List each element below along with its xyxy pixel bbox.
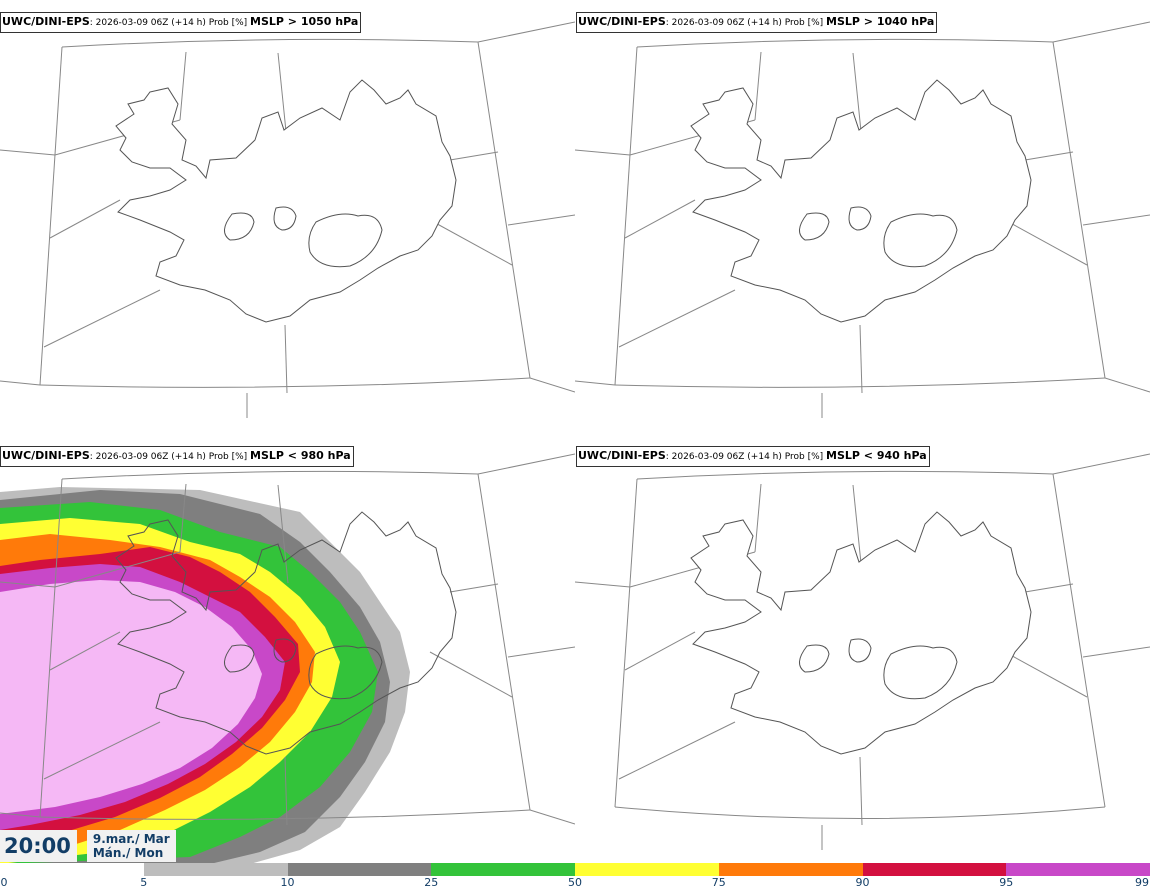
map-canvas [0,21,575,418]
panel-run-info: : 2026-03-09 06Z (+14 h) Prob [%] [665,452,827,462]
panel-title: UWC/DINI-EPS: 2026-03-09 06Z (+14 h) Pro… [576,446,930,467]
legend-color-bin [287,863,432,876]
legend-tick-label: 99 [1135,876,1149,889]
legend-tick-label: 75 [711,876,726,889]
map-panel-mslp-gt-1050: UWC/DINI-EPS: 2026-03-09 06Z (+14 h) Pro… [0,0,575,432]
panel-variable: MSLP > 1050 hPa [250,15,359,28]
panel-run-info: : 2026-03-09 06Z (+14 h) Prob [%] [89,452,251,462]
iceland-coastline [115,511,457,755]
grid-lines [0,453,575,826]
map-canvas [575,21,1150,418]
panel-variable: MSLP < 980 hPa [250,449,351,462]
valid-date-line2: Mán./ Mon [92,846,164,860]
panel-variable: MSLP < 940 hPa [826,449,927,462]
legend-tick-label: 0 [0,876,8,889]
panel-model: UWC/DINI-EPS [2,15,90,28]
map-canvas [0,453,575,864]
probability-field [0,487,410,864]
map-canvas [575,453,1150,850]
grid-lines [0,21,575,418]
iceland-coastline [115,79,457,323]
valid-date: 9.mar./ Mar Mán./ Mon [86,830,176,862]
legend-tick-label: 90 [855,876,870,889]
legend-color-bin [862,863,1007,876]
map-panel-mslp-gt-1040: UWC/DINI-EPS: 2026-03-09 06Z (+14 h) Pro… [575,0,1150,432]
legend-tick-label: 10 [280,876,295,889]
map-panel-mslp-lt-940: UWC/DINI-EPS: 2026-03-09 06Z (+14 h) Pro… [575,432,1150,864]
legend-color-bin [1006,863,1150,876]
valid-time: 20:00 [0,830,77,862]
legend-tick-label: 5 [140,876,148,889]
prob-band-99 [0,580,262,814]
panel-variable: MSLP > 1040 hPa [826,15,935,28]
panel-title: UWC/DINI-EPS: 2026-03-09 06Z (+14 h) Pro… [0,446,354,467]
legend-tick-label: 25 [424,876,439,889]
iceland-coastline [690,511,1032,755]
legend-color-bin [0,863,144,876]
panel-model: UWC/DINI-EPS [578,449,666,462]
legend-tick-label: 50 [568,876,582,889]
legend-color-bin [718,863,863,876]
panel-title: UWC/DINI-EPS: 2026-03-09 06Z (+14 h) Pro… [576,12,938,33]
legend-color-bin [143,863,288,876]
panel-run-info: : 2026-03-09 06Z (+14 h) Prob [%] [89,18,251,28]
valid-time-box: 20:00 9.mar./ Mar Mán./ Mon [0,830,176,862]
color-legend: 0 5 10 25 50 75 90 95 99 [0,862,1150,891]
legend-tick-label: 95 [999,876,1014,889]
panel-model: UWC/DINI-EPS [2,449,90,462]
map-panel-mslp-lt-980: UWC/DINI-EPS: 2026-03-09 06Z (+14 h) Pro… [0,432,575,864]
valid-date-line1: 9.mar./ Mar [92,832,170,846]
panel-run-info: : 2026-03-09 06Z (+14 h) Prob [%] [665,18,827,28]
legend-color-bin [575,863,719,876]
grid-lines [575,21,1150,418]
panel-title: UWC/DINI-EPS: 2026-03-09 06Z (+14 h) Pro… [0,12,362,33]
panel-model: UWC/DINI-EPS [578,15,666,28]
legend-color-bin [431,863,575,876]
iceland-coastline [690,79,1032,323]
